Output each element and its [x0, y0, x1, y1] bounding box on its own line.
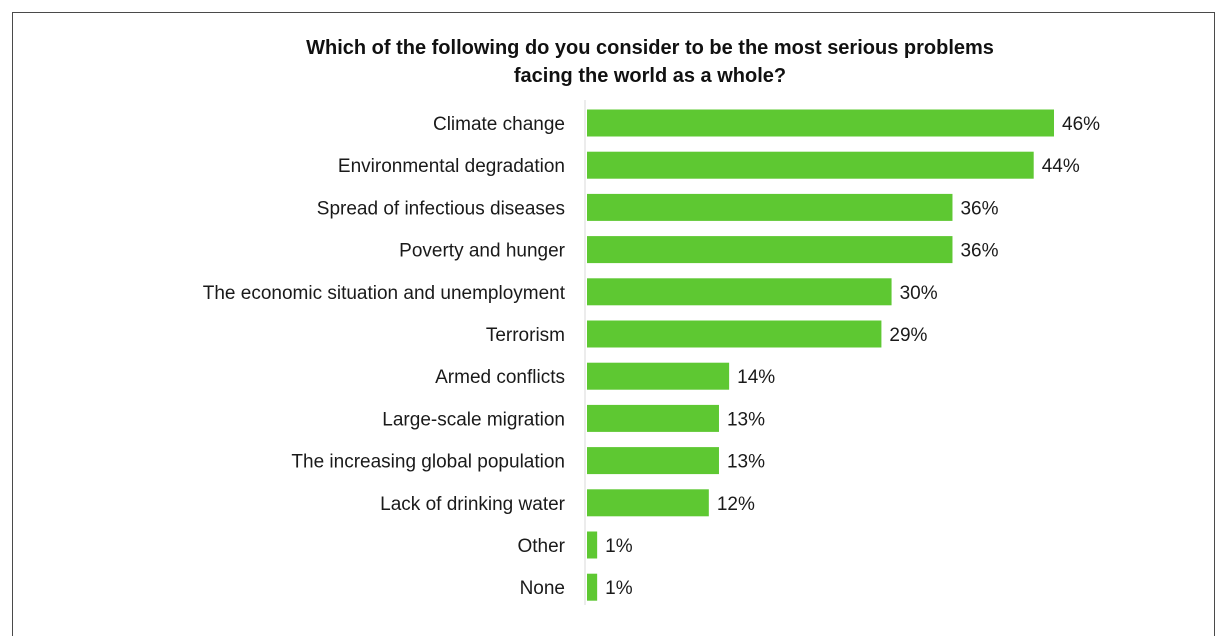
- data-label: 12%: [717, 494, 755, 515]
- category-label: None: [520, 578, 565, 599]
- data-label: 13%: [727, 409, 765, 430]
- chart-title-line-2: facing the world as a whole?: [514, 65, 786, 87]
- bar: [587, 573, 598, 601]
- chart-title-line-1: Which of the following do you consider t…: [306, 37, 994, 59]
- category-label: The economic situation and unemployment: [203, 283, 566, 304]
- category-label: Climate change: [433, 114, 565, 135]
- bar: [587, 193, 953, 221]
- category-label: Poverty and hunger: [399, 241, 566, 262]
- bar: [587, 362, 730, 390]
- bar: [587, 151, 1034, 179]
- category-label: Other: [517, 536, 565, 557]
- bar: [587, 236, 953, 264]
- data-label: 46%: [1062, 114, 1100, 135]
- bar: [587, 489, 709, 517]
- data-label: 13%: [727, 452, 765, 473]
- category-label: Spread of infectious diseases: [317, 198, 565, 219]
- bar-group: Climate change 46% Environmental degradati…: [203, 109, 1100, 601]
- data-label: 29%: [889, 325, 927, 346]
- bar: [587, 404, 719, 432]
- category-label: Armed conflicts: [435, 367, 565, 388]
- data-label: 1%: [605, 578, 633, 599]
- category-label: Large-scale migration: [382, 409, 565, 430]
- data-label: 14%: [737, 367, 775, 388]
- data-label: 30%: [900, 283, 938, 304]
- bar: [587, 278, 892, 306]
- bar: [587, 320, 882, 348]
- category-label: Lack of drinking water: [380, 494, 565, 515]
- data-label: 36%: [960, 241, 998, 262]
- category-label: The increasing global population: [291, 452, 565, 473]
- category-label: Environmental degradation: [338, 156, 565, 177]
- bar: [587, 447, 719, 475]
- bar: [587, 109, 1054, 137]
- data-label: 44%: [1042, 156, 1080, 177]
- chart-frame: [12, 12, 1215, 636]
- data-label: 1%: [605, 536, 633, 557]
- bar: [587, 531, 598, 559]
- category-label: Terrorism: [486, 325, 565, 346]
- data-label: 36%: [960, 198, 998, 219]
